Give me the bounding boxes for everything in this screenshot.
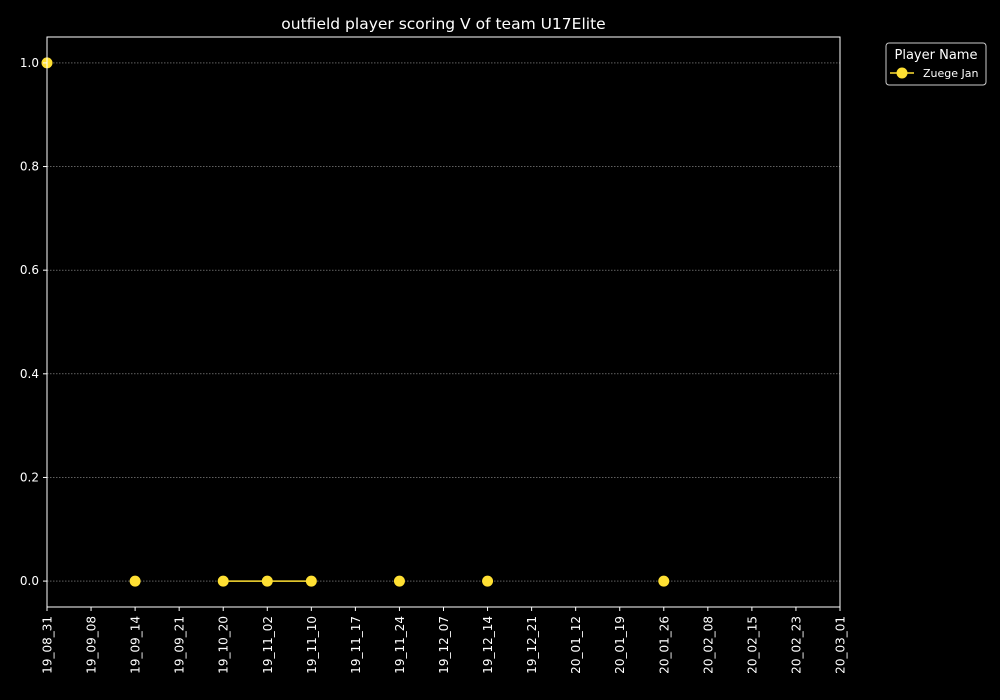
x-axis: 19_08_31 19_09_08 19_09_14 19_09_21 19_10_20… <box>41 607 848 674</box>
y-tick-label: 0.0 <box>20 574 39 588</box>
data-point <box>482 575 494 587</box>
x-tick-label: 20_02_23 <box>789 616 803 674</box>
grid <box>47 62 840 582</box>
y-tick-label: 0.6 <box>20 263 39 277</box>
legend-frame <box>885 42 987 86</box>
x-tick-label: 19_09_08 <box>85 616 99 674</box>
data-point <box>261 575 273 587</box>
x-tick-label: 20_01_19 <box>613 616 627 674</box>
y-tick-label: 0.2 <box>20 470 39 484</box>
y-tick-label: 0.8 <box>20 160 39 174</box>
x-tick-label: 20_03_01 <box>834 616 848 674</box>
data-point <box>217 575 229 587</box>
x-tick-label: 19_09_14 <box>129 616 143 674</box>
x-tick-label: 19_11_10 <box>305 616 319 674</box>
chart-title: outfield player scoring V of team U17Eli… <box>281 15 605 33</box>
x-tick-label: 19_11_24 <box>393 616 407 674</box>
legend-title: Player Name <box>895 48 978 63</box>
data-point <box>658 575 670 587</box>
legend-entries: Zuege Jan <box>890 67 979 80</box>
x-tick-label: 20_01_26 <box>657 616 671 674</box>
x-tick-label: 20_02_15 <box>745 616 759 674</box>
x-tick-label: 19_09_21 <box>173 616 187 674</box>
series-layer <box>41 57 670 587</box>
x-tick-label: 19_12_21 <box>525 616 539 674</box>
x-tick-label: 19_10_20 <box>217 616 231 674</box>
x-tick-label: 20_01_12 <box>569 616 583 674</box>
y-axis: 0.0 0.2 0.4 0.6 0.8 1.0 <box>20 56 47 588</box>
data-point <box>129 575 141 587</box>
x-tick-label: 19_11_17 <box>349 616 363 674</box>
legend-marker <box>896 67 908 79</box>
y-tick-label: 1.0 <box>20 56 39 70</box>
legend-entry-label: Zuege Jan <box>923 67 979 80</box>
data-point <box>393 575 405 587</box>
legend: Player Name Zuege Jan <box>885 42 987 86</box>
x-tick-label: 19_12_07 <box>437 616 451 674</box>
plot-frame <box>46 36 841 608</box>
data-point <box>305 575 317 587</box>
x-tick-label: 19_12_14 <box>481 616 495 674</box>
x-tick-label: 19_08_31 <box>41 616 55 674</box>
y-tick-label: 0.4 <box>20 367 39 381</box>
x-tick-label: 19_11_02 <box>261 616 275 674</box>
x-tick-label: 20_02_08 <box>701 616 715 674</box>
